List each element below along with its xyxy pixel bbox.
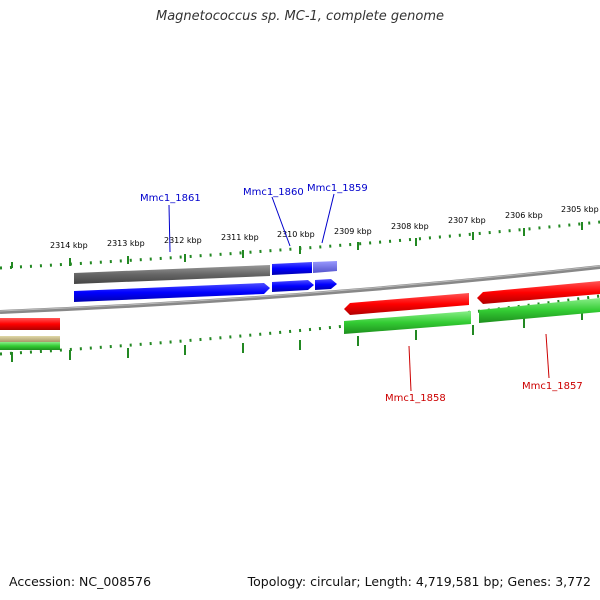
cds-feature-1857[interactable]	[477, 281, 600, 304]
scale-label: 2313 kbp	[107, 239, 145, 248]
cds-feature-1858[interactable]	[344, 293, 469, 315]
label-leaders	[168, 193, 550, 392]
scale-label: 2309 kbp	[334, 227, 372, 236]
gene-label-1858[interactable]: Mmc1_1858	[385, 393, 446, 404]
gene-label-1860[interactable]: Mmc1_1860	[243, 187, 304, 198]
major-ticks	[11, 222, 583, 362]
map-title: Magnetococcus sp. MC-1, complete genome	[155, 9, 445, 24]
accession-text: Accession: NC_008576	[9, 574, 152, 589]
gene-feature-1858[interactable]	[344, 311, 471, 334]
scale-label: 2306 kbp	[505, 211, 543, 220]
topology-text: Topology: circular; Length: 4,719,581 bp…	[247, 574, 591, 589]
scale-label: 2307 kbp	[448, 216, 486, 225]
scale-label: 2314 kbp	[50, 241, 88, 250]
scale-label: 2308 kbp	[391, 222, 429, 231]
gene-feature-1859[interactable]	[313, 261, 337, 273]
gene-feature-1861[interactable]	[74, 265, 270, 284]
gene-label-1861[interactable]: Mmc1_1861	[140, 193, 201, 204]
cds-feature-1859[interactable]	[315, 279, 337, 290]
scale-label: 2311 kbp	[221, 233, 259, 242]
backbone-outer	[0, 265, 600, 314]
outer-tick-ruler	[0, 220, 600, 270]
gene-feature-1860[interactable]	[272, 262, 312, 275]
scale-label: 2310 kbp	[277, 230, 315, 239]
cds-feature-1861[interactable]	[74, 283, 270, 302]
scale-label: 2312 kbp	[164, 236, 202, 245]
inner-tick-ruler	[0, 294, 600, 356]
left-green-feature[interactable]	[0, 342, 60, 350]
gene-feature-1857[interactable]	[479, 298, 600, 323]
scale-labels: 2314 kbp 2313 kbp 2312 kbp 2311 kbp 2310 kbp…	[50, 205, 599, 250]
gene-label-1857[interactable]: Mmc1_1857	[522, 381, 583, 392]
cds-feature-1860[interactable]	[272, 280, 314, 292]
left-red-feature[interactable]	[0, 318, 60, 330]
left-tan-feature[interactable]	[0, 336, 60, 342]
backbone-highlight	[0, 265, 600, 312]
scale-label: 2305 kbp	[561, 205, 599, 214]
gene-label-1859[interactable]: Mmc1_1859	[307, 183, 368, 194]
